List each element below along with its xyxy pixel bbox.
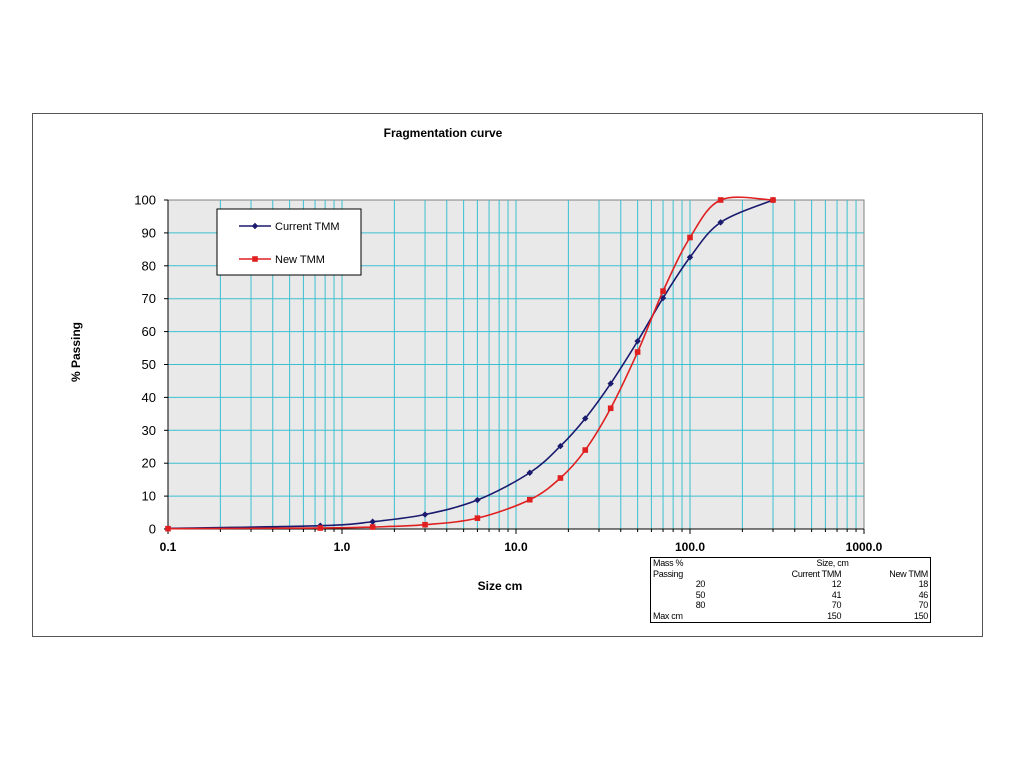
table-row: Max cm 150 150 bbox=[651, 611, 931, 622]
data-point bbox=[687, 234, 693, 241]
x-tick-label: 10.0 bbox=[504, 540, 528, 554]
legend-marker bbox=[251, 222, 259, 230]
y-tick-label: 30 bbox=[142, 423, 156, 438]
data-point bbox=[634, 337, 641, 345]
current-value: 12 bbox=[831, 579, 842, 590]
data-point bbox=[526, 469, 533, 476]
data-point bbox=[607, 380, 614, 387]
table-row: 20 12 18 bbox=[651, 579, 931, 590]
new-value: 70 bbox=[918, 600, 929, 611]
passing-value: 80 bbox=[695, 600, 706, 611]
y-tick-label: 60 bbox=[142, 324, 156, 339]
y-tick-label: 50 bbox=[142, 357, 156, 372]
series-line bbox=[167, 196, 774, 530]
data-point bbox=[474, 515, 481, 521]
x-tick-label: 100.0 bbox=[675, 540, 705, 554]
legend-entry: New TMM bbox=[275, 254, 325, 266]
series-new-tmm bbox=[165, 196, 776, 532]
x-tick-label: 0.1 bbox=[160, 540, 177, 554]
data-point bbox=[659, 294, 667, 302]
max-new-value: 150 bbox=[913, 610, 928, 621]
data-point bbox=[165, 525, 171, 532]
passing-value: 50 bbox=[695, 589, 706, 600]
current-value: 41 bbox=[831, 589, 842, 600]
data-point bbox=[369, 524, 376, 530]
legend-box bbox=[216, 208, 362, 276]
data-point bbox=[717, 219, 724, 226]
max-current-value: 150 bbox=[827, 610, 842, 621]
passing-value: 20 bbox=[695, 579, 706, 590]
table-row: Mass % Size, cm bbox=[651, 558, 931, 569]
new-column-header: New TMM bbox=[889, 568, 928, 579]
size-summary-table: Mass % Size, cm Passing Current TMM New … bbox=[650, 557, 931, 623]
data-point bbox=[607, 405, 614, 412]
y-tick-label: 100 bbox=[134, 193, 156, 208]
data-point bbox=[557, 442, 564, 450]
data-point bbox=[582, 415, 589, 422]
data-point bbox=[770, 197, 776, 203]
data-point bbox=[634, 349, 641, 355]
data-point bbox=[317, 525, 324, 531]
data-point bbox=[557, 475, 564, 481]
legend-marker bbox=[252, 256, 258, 262]
size-header: Size, cm bbox=[816, 558, 849, 568]
table-row: 50 41 46 bbox=[651, 590, 931, 601]
x-tick-label: 1.0 bbox=[334, 540, 351, 554]
chart-title: Fragmentation curve bbox=[384, 126, 503, 140]
current-value: 70 bbox=[831, 600, 842, 611]
series-line bbox=[167, 199, 774, 530]
data-point bbox=[582, 447, 589, 453]
x-tick-label: 1000.0 bbox=[846, 540, 883, 554]
new-value: 18 bbox=[918, 579, 929, 590]
y-tick-label: 20 bbox=[142, 456, 156, 471]
data-point bbox=[526, 496, 533, 503]
new-value: 46 bbox=[918, 589, 929, 600]
x-axis-label: Size cm bbox=[478, 579, 523, 593]
data-point bbox=[369, 518, 376, 525]
table-row: 80 70 70 bbox=[651, 600, 931, 611]
y-tick-label: 70 bbox=[142, 291, 156, 306]
table-row: Passing Current TMM New TMM bbox=[651, 569, 931, 580]
passing-header: Passing bbox=[653, 568, 683, 579]
max-label: Max cm bbox=[653, 610, 683, 621]
legend-entry: Current TMM bbox=[275, 221, 340, 233]
y-axis-label: % Passing bbox=[69, 322, 83, 382]
mass-header: Mass % bbox=[653, 558, 684, 568]
data-point bbox=[474, 496, 481, 504]
data-point bbox=[660, 288, 666, 294]
data-point bbox=[422, 521, 428, 528]
y-tick-label: 10 bbox=[142, 489, 156, 504]
y-tick-label: 90 bbox=[142, 225, 156, 240]
data-point bbox=[686, 254, 694, 261]
y-tick-label: 0 bbox=[149, 522, 156, 537]
data-point bbox=[717, 197, 724, 203]
y-tick-label: 40 bbox=[142, 390, 156, 405]
data-point bbox=[421, 511, 429, 518]
y-tick-label: 80 bbox=[142, 258, 156, 273]
current-column-header: Current TMM bbox=[791, 568, 842, 579]
